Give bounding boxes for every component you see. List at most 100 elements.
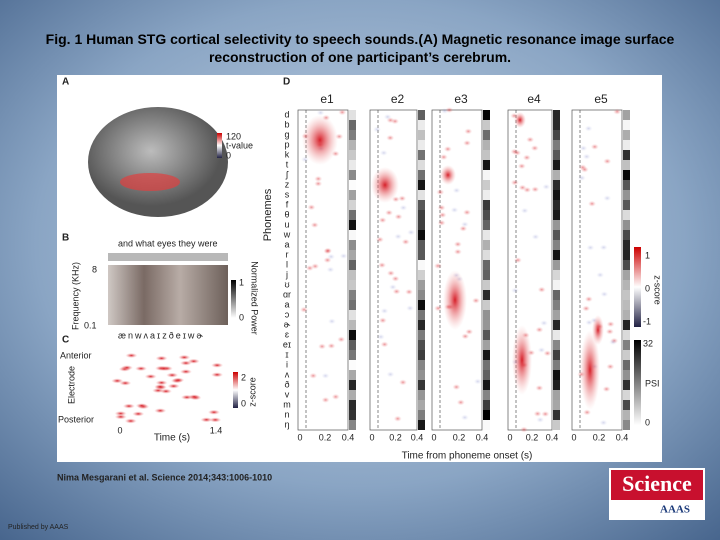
heat-blob bbox=[520, 207, 529, 214]
psi-strip bbox=[349, 200, 356, 210]
psi-strip bbox=[418, 220, 425, 230]
phoneme-label: z bbox=[285, 179, 290, 189]
heat-blob bbox=[599, 419, 608, 426]
psi-strip bbox=[623, 290, 630, 300]
tick-label: 1.4 bbox=[210, 425, 223, 435]
tick-label: 0.2 bbox=[389, 432, 402, 442]
axis-end-label: Posterior bbox=[58, 414, 94, 424]
colorbar-label: -1 bbox=[643, 316, 651, 326]
phoneme-label: v bbox=[285, 389, 290, 399]
psi-strip bbox=[418, 150, 425, 160]
psi-strip bbox=[553, 340, 560, 350]
heat-blob bbox=[327, 253, 336, 260]
column-title: e3 bbox=[454, 92, 468, 106]
colorbar-label: 1 bbox=[645, 250, 650, 260]
psi-strip bbox=[553, 210, 560, 220]
heat-blob bbox=[510, 287, 519, 294]
psi-strip bbox=[553, 160, 560, 170]
phoneme-label: ɑr bbox=[283, 289, 291, 299]
heat-blob bbox=[580, 166, 589, 173]
heat-blob bbox=[187, 358, 200, 364]
psi-strip bbox=[483, 150, 490, 160]
psi-strip bbox=[418, 210, 425, 220]
heat-blob bbox=[154, 408, 167, 414]
heat-blob bbox=[463, 140, 472, 147]
psi-strip bbox=[349, 390, 356, 400]
colorbar-label: t-value bbox=[226, 140, 253, 150]
psi-strip bbox=[553, 380, 560, 390]
tick-label: 0 bbox=[507, 432, 512, 442]
psi-strip bbox=[483, 410, 490, 420]
heat-blob bbox=[465, 328, 474, 335]
heat-blob bbox=[135, 403, 148, 409]
zscore-colorbar bbox=[233, 372, 238, 408]
panel-label: D bbox=[283, 77, 290, 88]
heat-blob bbox=[310, 222, 319, 229]
heat-blob bbox=[318, 343, 327, 350]
heat-blob bbox=[522, 154, 531, 161]
psi-strip bbox=[349, 120, 356, 130]
psi-strip bbox=[483, 370, 490, 380]
sentence: and what eyes they were bbox=[118, 238, 218, 248]
psi-strip bbox=[483, 140, 490, 150]
psi-strip bbox=[553, 370, 560, 380]
colorbar-label: 120 bbox=[226, 131, 241, 141]
phoneme-label: n bbox=[284, 409, 289, 419]
tick-label: 0.4 bbox=[476, 432, 489, 442]
psi-strip bbox=[623, 270, 630, 280]
psi-strip bbox=[623, 130, 630, 140]
heat-blob bbox=[378, 262, 387, 269]
heat-blob bbox=[398, 195, 407, 202]
citation: Nima Mesgarani et al. Science 2014;343:1… bbox=[57, 472, 272, 482]
psi-strip bbox=[418, 350, 425, 360]
colorbar-title: PSI bbox=[645, 378, 660, 388]
psi-strip bbox=[553, 110, 560, 120]
phoneme-label: a bbox=[284, 239, 289, 249]
heat-blob bbox=[155, 355, 168, 361]
panel-label: A bbox=[62, 77, 69, 88]
psi-strip bbox=[553, 400, 560, 410]
psi-strip bbox=[349, 160, 356, 170]
psi-strip bbox=[418, 230, 425, 240]
phoneme-label: ʌ bbox=[285, 369, 290, 379]
tick-label: 0 bbox=[117, 425, 122, 435]
heat-blob bbox=[434, 305, 443, 312]
colorbar-label: 2 bbox=[241, 372, 246, 382]
heat-blob bbox=[588, 200, 597, 207]
phoneme-label: l bbox=[286, 259, 288, 269]
psi-strip bbox=[349, 410, 356, 420]
psi-strip bbox=[553, 150, 560, 160]
psi-strip bbox=[553, 200, 560, 210]
psi-strip bbox=[483, 220, 490, 230]
tick-label: 0.2 bbox=[526, 432, 539, 442]
phoneme-label: d bbox=[284, 109, 289, 119]
heat-blob bbox=[536, 416, 545, 423]
panel-label: C bbox=[62, 335, 69, 346]
power-colorbar bbox=[231, 280, 236, 318]
psi-strip bbox=[349, 310, 356, 320]
psi-strip bbox=[623, 170, 630, 180]
heat-blob bbox=[452, 384, 461, 391]
heat-blob bbox=[582, 305, 591, 312]
tick-label: 0 bbox=[431, 432, 436, 442]
psi-strip bbox=[349, 130, 356, 140]
psi-strip bbox=[483, 120, 490, 130]
psi-strip bbox=[418, 250, 425, 260]
tvalue-colorbar bbox=[217, 133, 222, 158]
psi-strip bbox=[483, 210, 490, 220]
axis-end-label: Anterior bbox=[60, 350, 92, 360]
tick-label: 0 bbox=[369, 432, 374, 442]
phoneme-label: p bbox=[284, 139, 289, 149]
heat-blob bbox=[371, 167, 399, 203]
heat-blob bbox=[399, 204, 408, 211]
psi-strip bbox=[623, 190, 630, 200]
heat-blob bbox=[453, 241, 462, 248]
heat-blob bbox=[307, 204, 316, 211]
heat-blob bbox=[510, 148, 519, 155]
heat-blob bbox=[316, 109, 325, 116]
heat-blob bbox=[124, 418, 137, 424]
colorbar-label: 1 bbox=[239, 277, 244, 287]
heat-blob bbox=[406, 305, 415, 312]
